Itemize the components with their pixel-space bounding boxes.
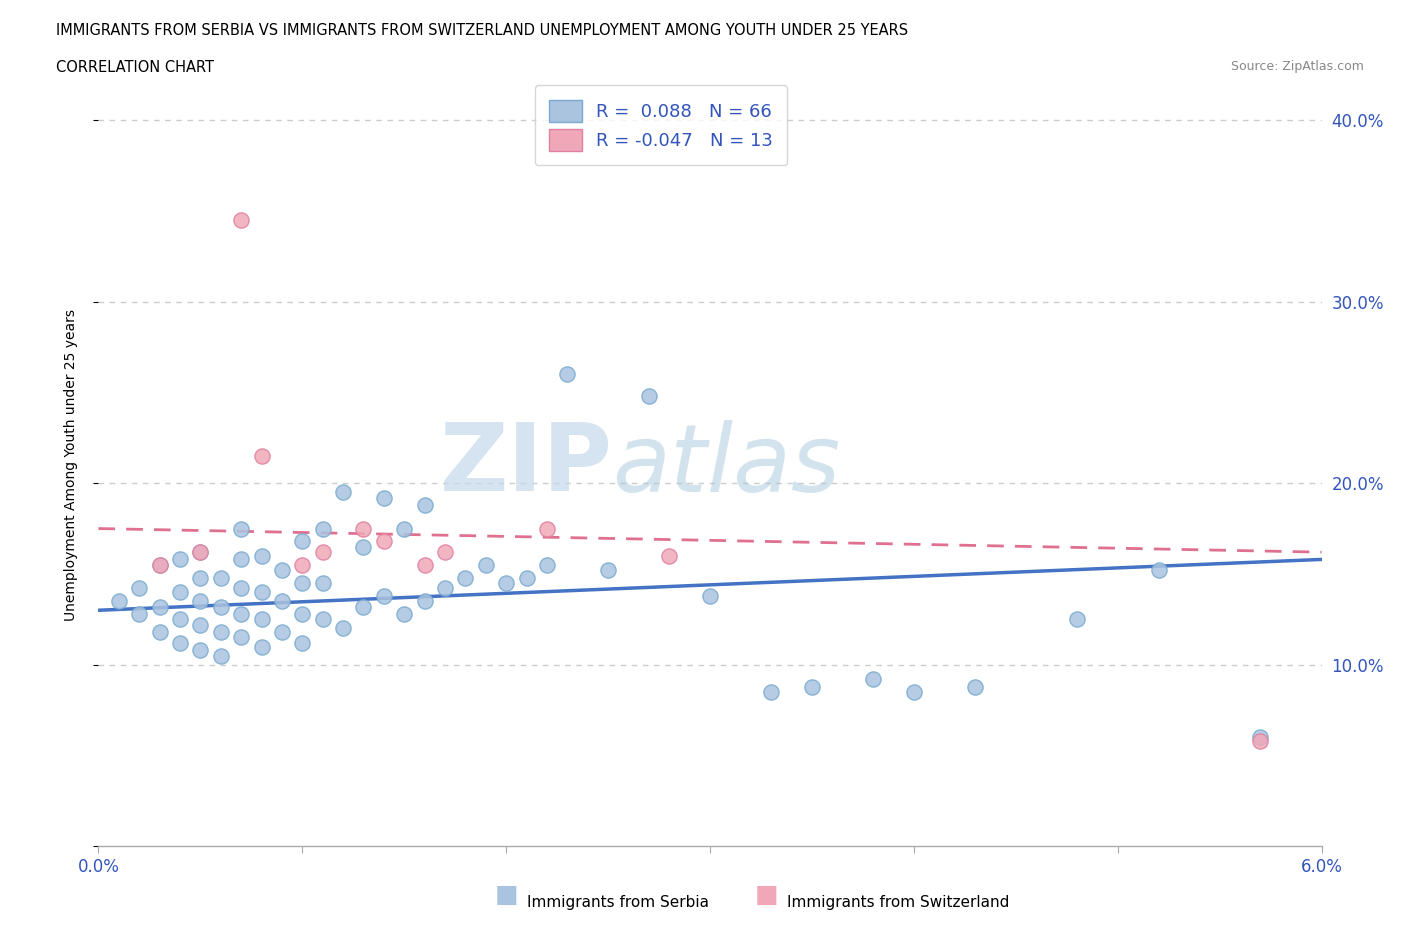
Text: Immigrants from Switzerland: Immigrants from Switzerland	[787, 895, 1010, 910]
Point	[373, 534, 395, 549]
Point	[209, 599, 232, 614]
Point	[209, 570, 232, 585]
Point	[209, 648, 232, 663]
Point	[169, 635, 191, 650]
Point	[555, 366, 579, 381]
Point	[352, 599, 374, 614]
Point	[291, 557, 314, 572]
Point	[128, 581, 150, 596]
Point	[1066, 612, 1088, 627]
Point	[311, 545, 335, 560]
Point	[128, 606, 150, 621]
Point	[373, 490, 395, 505]
Point	[231, 630, 253, 644]
Point	[413, 557, 436, 572]
Point	[392, 606, 416, 621]
Point	[291, 606, 314, 621]
Point	[231, 212, 253, 227]
Point	[231, 581, 253, 596]
Point	[433, 545, 456, 560]
Text: atlas: atlas	[612, 419, 841, 511]
Point	[332, 621, 354, 636]
Point	[311, 576, 335, 591]
Point	[474, 557, 498, 572]
Point	[801, 679, 824, 694]
Point	[250, 612, 273, 627]
Point	[291, 534, 314, 549]
Point	[352, 521, 374, 536]
Text: Immigrants from Serbia: Immigrants from Serbia	[527, 895, 709, 910]
Point	[454, 570, 477, 585]
Point	[536, 557, 558, 572]
Point	[188, 593, 212, 608]
Text: ZIP: ZIP	[439, 419, 612, 511]
Point	[169, 552, 191, 567]
Y-axis label: Unemployment Among Youth under 25 years: Unemployment Among Youth under 25 years	[63, 309, 77, 621]
Point	[637, 389, 661, 404]
Text: IMMIGRANTS FROM SERBIA VS IMMIGRANTS FROM SWITZERLAND UNEMPLOYMENT AMONG YOUTH U: IMMIGRANTS FROM SERBIA VS IMMIGRANTS FRO…	[56, 23, 908, 38]
Point	[433, 581, 456, 596]
Point	[250, 549, 273, 564]
Point	[270, 593, 292, 608]
Point	[373, 589, 395, 604]
Point	[250, 639, 273, 654]
Point	[862, 671, 884, 686]
Point	[332, 485, 354, 499]
Point	[188, 643, 212, 658]
Point	[658, 549, 681, 564]
Point	[536, 521, 558, 536]
Legend: R =  0.088   N = 66, R = -0.047   N = 13: R = 0.088 N = 66, R = -0.047 N = 13	[534, 86, 787, 166]
Point	[903, 684, 925, 699]
Point	[250, 585, 273, 600]
Point	[963, 679, 986, 694]
Point	[311, 612, 335, 627]
Point	[413, 498, 436, 512]
Point	[413, 593, 436, 608]
Point	[1249, 734, 1271, 749]
Point	[169, 612, 191, 627]
Point	[149, 599, 172, 614]
Point	[270, 625, 292, 640]
Text: ■: ■	[755, 883, 778, 907]
Text: Source: ZipAtlas.com: Source: ZipAtlas.com	[1230, 60, 1364, 73]
Point	[250, 448, 273, 463]
Point	[699, 589, 721, 604]
Point	[188, 618, 212, 632]
Point	[231, 552, 253, 567]
Point	[149, 625, 172, 640]
Point	[392, 521, 416, 536]
Point	[761, 684, 783, 699]
Point	[1147, 563, 1170, 578]
Point	[495, 576, 517, 591]
Point	[149, 557, 172, 572]
Point	[209, 625, 232, 640]
Point	[311, 521, 335, 536]
Point	[598, 563, 620, 578]
Point	[188, 570, 212, 585]
Point	[270, 563, 292, 578]
Point	[1249, 730, 1271, 745]
Text: ■: ■	[495, 883, 517, 907]
Point	[188, 545, 212, 560]
Point	[108, 593, 131, 608]
Point	[516, 570, 538, 585]
Point	[291, 635, 314, 650]
Point	[169, 585, 191, 600]
Point	[188, 545, 212, 560]
Point	[149, 557, 172, 572]
Point	[352, 539, 374, 554]
Text: CORRELATION CHART: CORRELATION CHART	[56, 60, 214, 75]
Point	[291, 576, 314, 591]
Point	[231, 606, 253, 621]
Point	[231, 521, 253, 536]
